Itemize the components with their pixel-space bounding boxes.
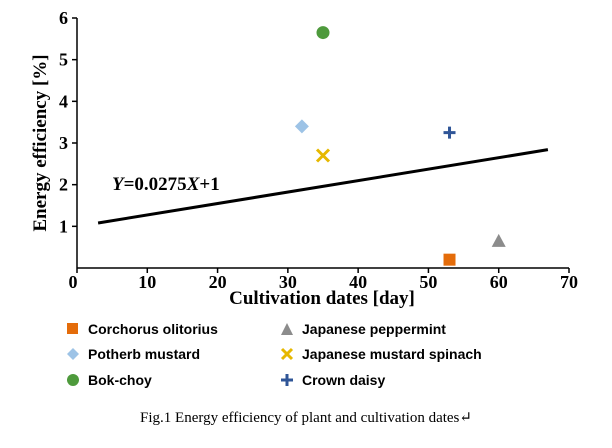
plus-marker-icon <box>281 374 293 386</box>
y-tick-label: 1 <box>59 216 68 236</box>
legend-label: Crown daisy <box>302 372 386 388</box>
x-marker-icon <box>280 347 294 361</box>
x-tick-label: 20 <box>209 272 227 292</box>
square-marker-icon <box>67 323 78 334</box>
x-tick-label: 60 <box>490 272 508 292</box>
data-point-crown-daisy <box>443 126 456 139</box>
y-tick-label: 2 <box>59 175 68 195</box>
diamond-marker-icon <box>67 348 79 360</box>
legend-item-corchorus-olitorius: Corchorus olitorius <box>66 318 218 340</box>
triangle-marker-icon <box>281 323 293 335</box>
legend-item-potherb-mustard: Potherb mustard <box>66 343 200 365</box>
y-tick-label: 3 <box>59 133 68 153</box>
legend-label: Corchorus olitorius <box>88 321 218 337</box>
legend-label: Japanese peppermint <box>302 321 446 337</box>
data-point-bok-choy <box>316 26 330 40</box>
x-tick-label: 40 <box>349 272 367 292</box>
legend-item-japanese-mustard-spinach: Japanese mustard spinach <box>280 343 482 365</box>
y-tick-label: 6 <box>59 8 68 28</box>
scatter-chart: 1 2 3 4 5 6 0 10 20 30 40 50 60 70 Y=0.0275X+1 Culti… <box>30 8 578 309</box>
x-axis-title: Cultivation dates [day] <box>229 288 415 309</box>
legend-label: Potherb mustard <box>88 346 201 362</box>
figure-caption: Fig.1 Energy efficiency of plant and cul… <box>140 410 472 426</box>
circle-marker-icon <box>67 374 79 386</box>
x-tick-label: 50 <box>419 272 437 292</box>
legend-item-japanese-peppermint: Japanese peppermint <box>280 318 446 340</box>
x-tick-label: 30 <box>279 272 297 292</box>
data-point-potherb-mustard <box>294 119 309 134</box>
legend-item-crown-daisy: Crown daisy <box>280 369 385 391</box>
y-axis-title: Energy efficiency [%] <box>30 54 51 231</box>
data-point-japanese-mustard-spinach <box>315 148 331 163</box>
y-tick-label: 4 <box>59 91 68 111</box>
y-tick-label: 5 <box>59 50 68 70</box>
data-point-japanese-peppermint <box>491 233 506 247</box>
trendline <box>97 148 549 225</box>
legend-label: Japanese mustard spinach <box>302 346 482 362</box>
legend-item-bok-choy: Bok-choy <box>66 369 152 391</box>
data-point-corchorus-olitorius <box>443 253 456 266</box>
x-tick-label: 10 <box>138 272 156 292</box>
x-tick-label: 0 <box>69 272 78 292</box>
x-tick-label: 70 <box>560 272 578 292</box>
legend-label: Bok-choy <box>88 372 152 388</box>
trendline-equation: Y=0.0275X+1 <box>112 174 220 195</box>
